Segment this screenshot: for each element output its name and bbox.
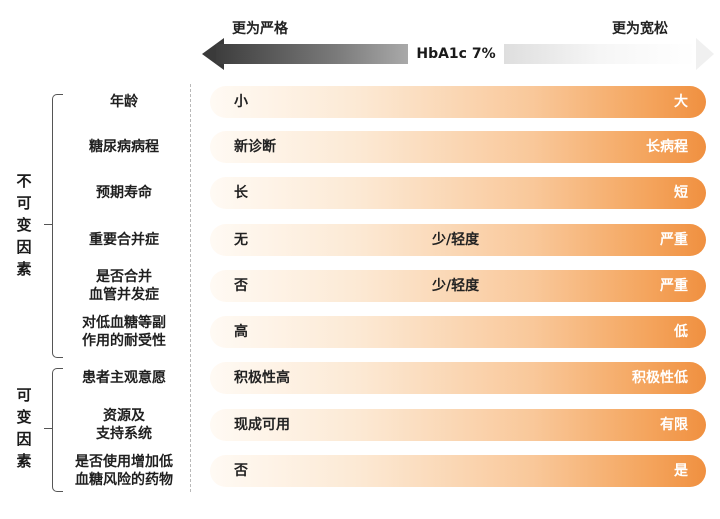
bar-right-value: 严重 <box>660 278 688 294</box>
gradient-bar: 无 少/轻度 严重 <box>210 224 706 256</box>
bracket-immutable <box>52 94 63 358</box>
gradient-bar: 否是 <box>210 455 706 487</box>
bar-mid-value: 少/轻度 <box>432 278 480 294</box>
looser-label: 更为宽松 <box>612 21 668 37</box>
bracket-mutable <box>52 368 63 492</box>
bar-right-value: 长病程 <box>646 139 688 155</box>
factor-label: 患者主观意愿 <box>82 370 166 386</box>
bar-right-value: 短 <box>674 185 688 201</box>
gradient-bar: 高低 <box>210 316 706 348</box>
bar-right-value: 有限 <box>660 417 688 433</box>
bar-right-value: 大 <box>674 94 688 110</box>
bar-left-value: 无 <box>234 232 248 248</box>
bar-left-value: 积极性高 <box>234 370 290 386</box>
factor-label: 资源及 支持系统 <box>96 408 152 442</box>
dotted-divider <box>190 84 191 492</box>
factor-label: 糖尿病病程 <box>89 139 159 155</box>
bar-left-value: 新诊断 <box>234 139 276 155</box>
bar-right-value: 严重 <box>660 232 688 248</box>
bar-left-value: 否 <box>234 278 248 294</box>
bar-mid-value: 少/轻度 <box>432 232 480 248</box>
bar-left-value: 高 <box>234 324 248 340</box>
factor-label: 年龄 <box>110 94 138 110</box>
group-label-immutable: 不 可 变 因 素 <box>16 172 32 278</box>
gradient-bar: 积极性高 积极性低 <box>210 362 706 394</box>
bar-right-value: 是 <box>674 463 688 479</box>
factor-label: 对低血糖等副 作用的耐受性 <box>82 315 166 349</box>
group-label-mutable: 可 变 因 素 <box>16 386 32 470</box>
bar-right-value: 低 <box>674 324 688 340</box>
gradient-bar: 新诊断 长病程 <box>210 131 706 163</box>
bar-left-value: 长 <box>234 185 248 201</box>
factor-label: 重要合并症 <box>89 232 159 248</box>
factor-label: 是否合并 血管并发症 <box>89 269 159 303</box>
factor-label: 预期寿命 <box>96 185 152 201</box>
right-arrowhead-icon <box>696 38 714 70</box>
gradient-bar: 长短 <box>210 177 706 209</box>
bar-left-value: 小 <box>234 94 248 110</box>
stricter-label: 更为严格 <box>232 21 288 37</box>
bar-right-value: 积极性低 <box>632 370 688 386</box>
bracket-immutable-tick <box>44 224 52 225</box>
bracket-mutable-tick <box>44 428 52 429</box>
gradient-bar: 现成可用 有限 <box>210 409 706 441</box>
hba1c-target-label: HbA1c 7% <box>408 42 504 66</box>
bar-left-value: 否 <box>234 463 248 479</box>
factor-label: 是否使用增加低 血糖风险的药物 <box>75 454 173 488</box>
bar-left-value: 现成可用 <box>234 417 290 433</box>
gradient-bar: 否 少/轻度 严重 <box>210 270 706 302</box>
gradient-bar: 小大 <box>210 86 706 118</box>
